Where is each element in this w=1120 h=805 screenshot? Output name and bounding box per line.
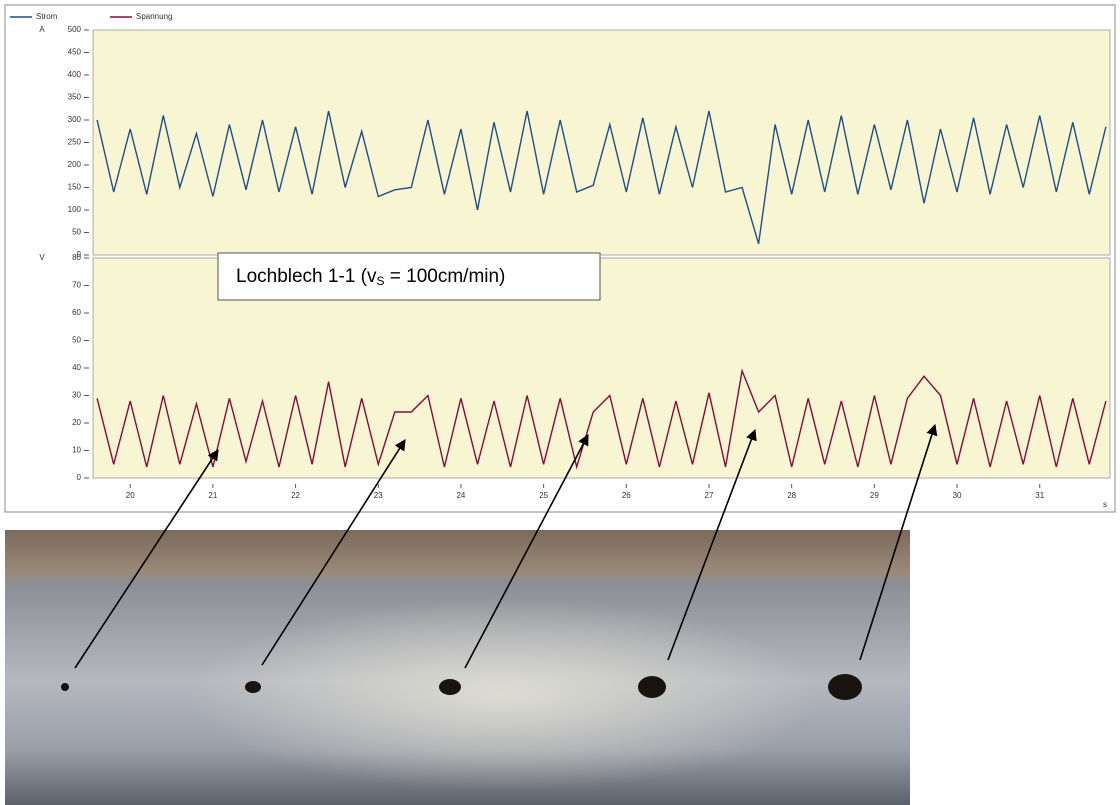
- y-tick-label: 10: [72, 446, 81, 455]
- y-tick-label: 60: [72, 308, 81, 317]
- y-tick-label: 200: [68, 160, 82, 169]
- y-tick-label: 50: [72, 228, 81, 237]
- y-tick-label: 150: [68, 183, 82, 192]
- y-tick-label: 0: [77, 473, 82, 482]
- y-tick-label: 500: [68, 25, 82, 34]
- annotation-text: Lochblech 1-1 (v: [236, 266, 377, 287]
- x-tick-label: 21: [208, 491, 217, 500]
- photo-shine: [5, 530, 910, 805]
- figure: Strom Spannung A 0 50 100 150 200 250 300 350 400 45…: [0, 0, 1120, 805]
- axis-label: V: [39, 253, 45, 262]
- x-tick-label: 23: [374, 491, 383, 500]
- y-tick-label: 30: [72, 391, 81, 400]
- y-tick-label: 400: [68, 70, 82, 79]
- hole: [245, 681, 261, 693]
- plot-area: [93, 30, 1110, 255]
- x-tick-label: 27: [705, 491, 714, 500]
- x-tick-label: 29: [870, 491, 879, 500]
- annotation: Lochblech 1-1 (vS = 100cm/min): [236, 266, 505, 288]
- axis-label: A: [39, 25, 45, 34]
- annotation-subscript: S: [376, 274, 384, 288]
- y-tick-label: 50: [72, 336, 81, 345]
- y-tick-label: 80: [72, 253, 81, 262]
- y-tick-label: 40: [72, 363, 81, 372]
- x-tick-label: 28: [787, 491, 796, 500]
- y-tick-label: 20: [72, 418, 81, 427]
- x-tick-label: 22: [291, 491, 300, 500]
- legend-label: Strom: [36, 12, 58, 21]
- hole: [828, 674, 862, 700]
- x-tick-label: 30: [953, 491, 962, 500]
- x-tick-label: 25: [539, 491, 548, 500]
- legend-label: Spannung: [136, 12, 172, 21]
- y-tick-label: 350: [68, 93, 82, 102]
- x-tick-label: 26: [622, 491, 631, 500]
- y-tick-label: 100: [68, 205, 82, 214]
- hole: [439, 679, 461, 695]
- y-tick-label: 450: [68, 48, 82, 57]
- y-tick-label: 300: [68, 115, 82, 124]
- hole: [61, 683, 69, 691]
- hole: [638, 676, 666, 698]
- page: {"chart_data": [ {"type": "line", "axis_…: [0, 0, 1120, 805]
- x-tick-label: 31: [1035, 491, 1044, 500]
- x-tick-label: 24: [456, 491, 465, 500]
- x-tick-label: 20: [126, 491, 135, 500]
- annotation-text: = 100cm/min): [384, 266, 505, 287]
- y-tick-label: 70: [72, 281, 81, 290]
- photo: [5, 530, 910, 805]
- y-tick-label: 250: [68, 138, 82, 147]
- x-axis-label: s: [1103, 500, 1107, 509]
